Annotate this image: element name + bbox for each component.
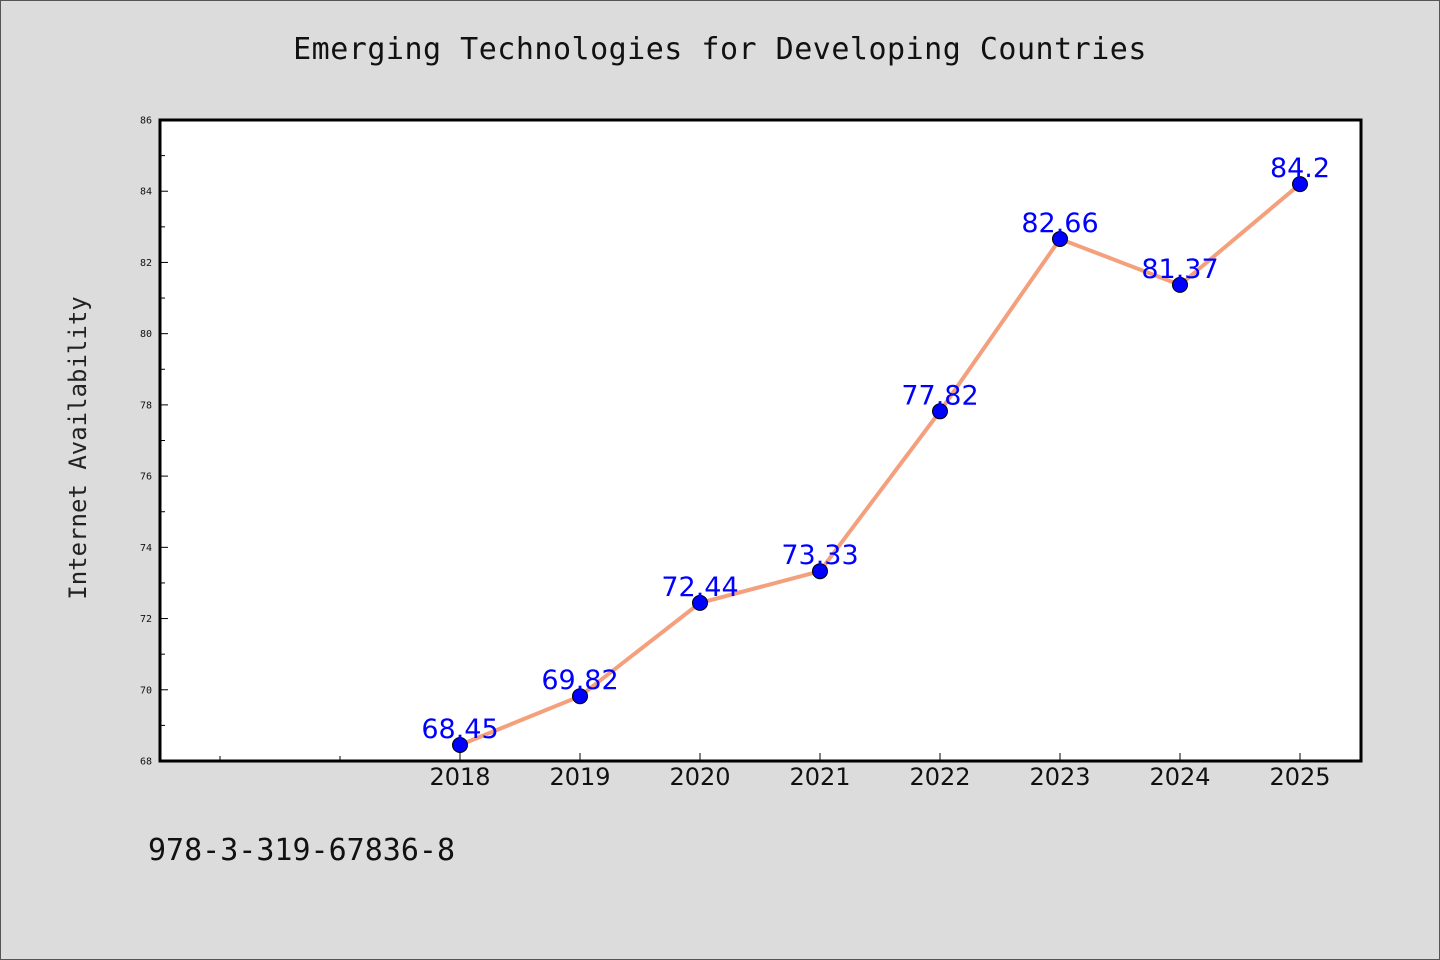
x-tick-label: 2019 bbox=[549, 763, 610, 791]
data-point bbox=[572, 688, 588, 705]
data-point bbox=[692, 594, 708, 611]
y-tick-label: 76 bbox=[140, 472, 152, 483]
x-tick-label: 2020 bbox=[669, 763, 730, 791]
x-tick-label: 2024 bbox=[1149, 763, 1210, 791]
data-point bbox=[1052, 230, 1068, 247]
data-point bbox=[812, 563, 828, 580]
y-tick-label: 84 bbox=[140, 187, 152, 198]
chart-title: Emerging Technologies for Developing Cou… bbox=[293, 32, 1147, 67]
data-label: 77.82 bbox=[901, 380, 978, 411]
data-label: 72.44 bbox=[661, 572, 738, 603]
data-label: 69.82 bbox=[541, 665, 618, 696]
y-tick-label: 80 bbox=[140, 329, 152, 340]
data-point bbox=[452, 736, 468, 753]
y-tick-label: 72 bbox=[140, 614, 152, 625]
x-tick-label: 2025 bbox=[1269, 763, 1330, 791]
plot-area bbox=[160, 120, 1361, 761]
y-tick-label: 78 bbox=[140, 400, 152, 411]
data-label: 82.66 bbox=[1021, 208, 1098, 239]
isbn-text: 978-3-319-67836-8 bbox=[148, 833, 456, 868]
x-tick-label: 2018 bbox=[429, 763, 490, 791]
y-tick-label: 74 bbox=[140, 543, 152, 554]
data-point bbox=[1292, 176, 1308, 193]
y-tick-label: 86 bbox=[140, 116, 152, 127]
data-label: 68.45 bbox=[421, 714, 498, 745]
y-tick-label: 82 bbox=[140, 258, 152, 269]
y-tick-label: 68 bbox=[140, 757, 152, 768]
plot-frame bbox=[158, 118, 1363, 763]
data-label: 73.33 bbox=[781, 540, 858, 571]
data-label: 84.2 bbox=[1270, 153, 1330, 184]
data-point bbox=[1172, 276, 1188, 293]
x-tick-label: 2022 bbox=[909, 763, 970, 791]
series-line bbox=[459, 182, 1302, 747]
x-tick-label: 2021 bbox=[789, 763, 850, 791]
data-label: 81.37 bbox=[1141, 254, 1218, 285]
y-tick-label: 70 bbox=[140, 685, 152, 696]
x-tick-label: 2023 bbox=[1029, 763, 1090, 791]
data-point bbox=[932, 403, 948, 420]
